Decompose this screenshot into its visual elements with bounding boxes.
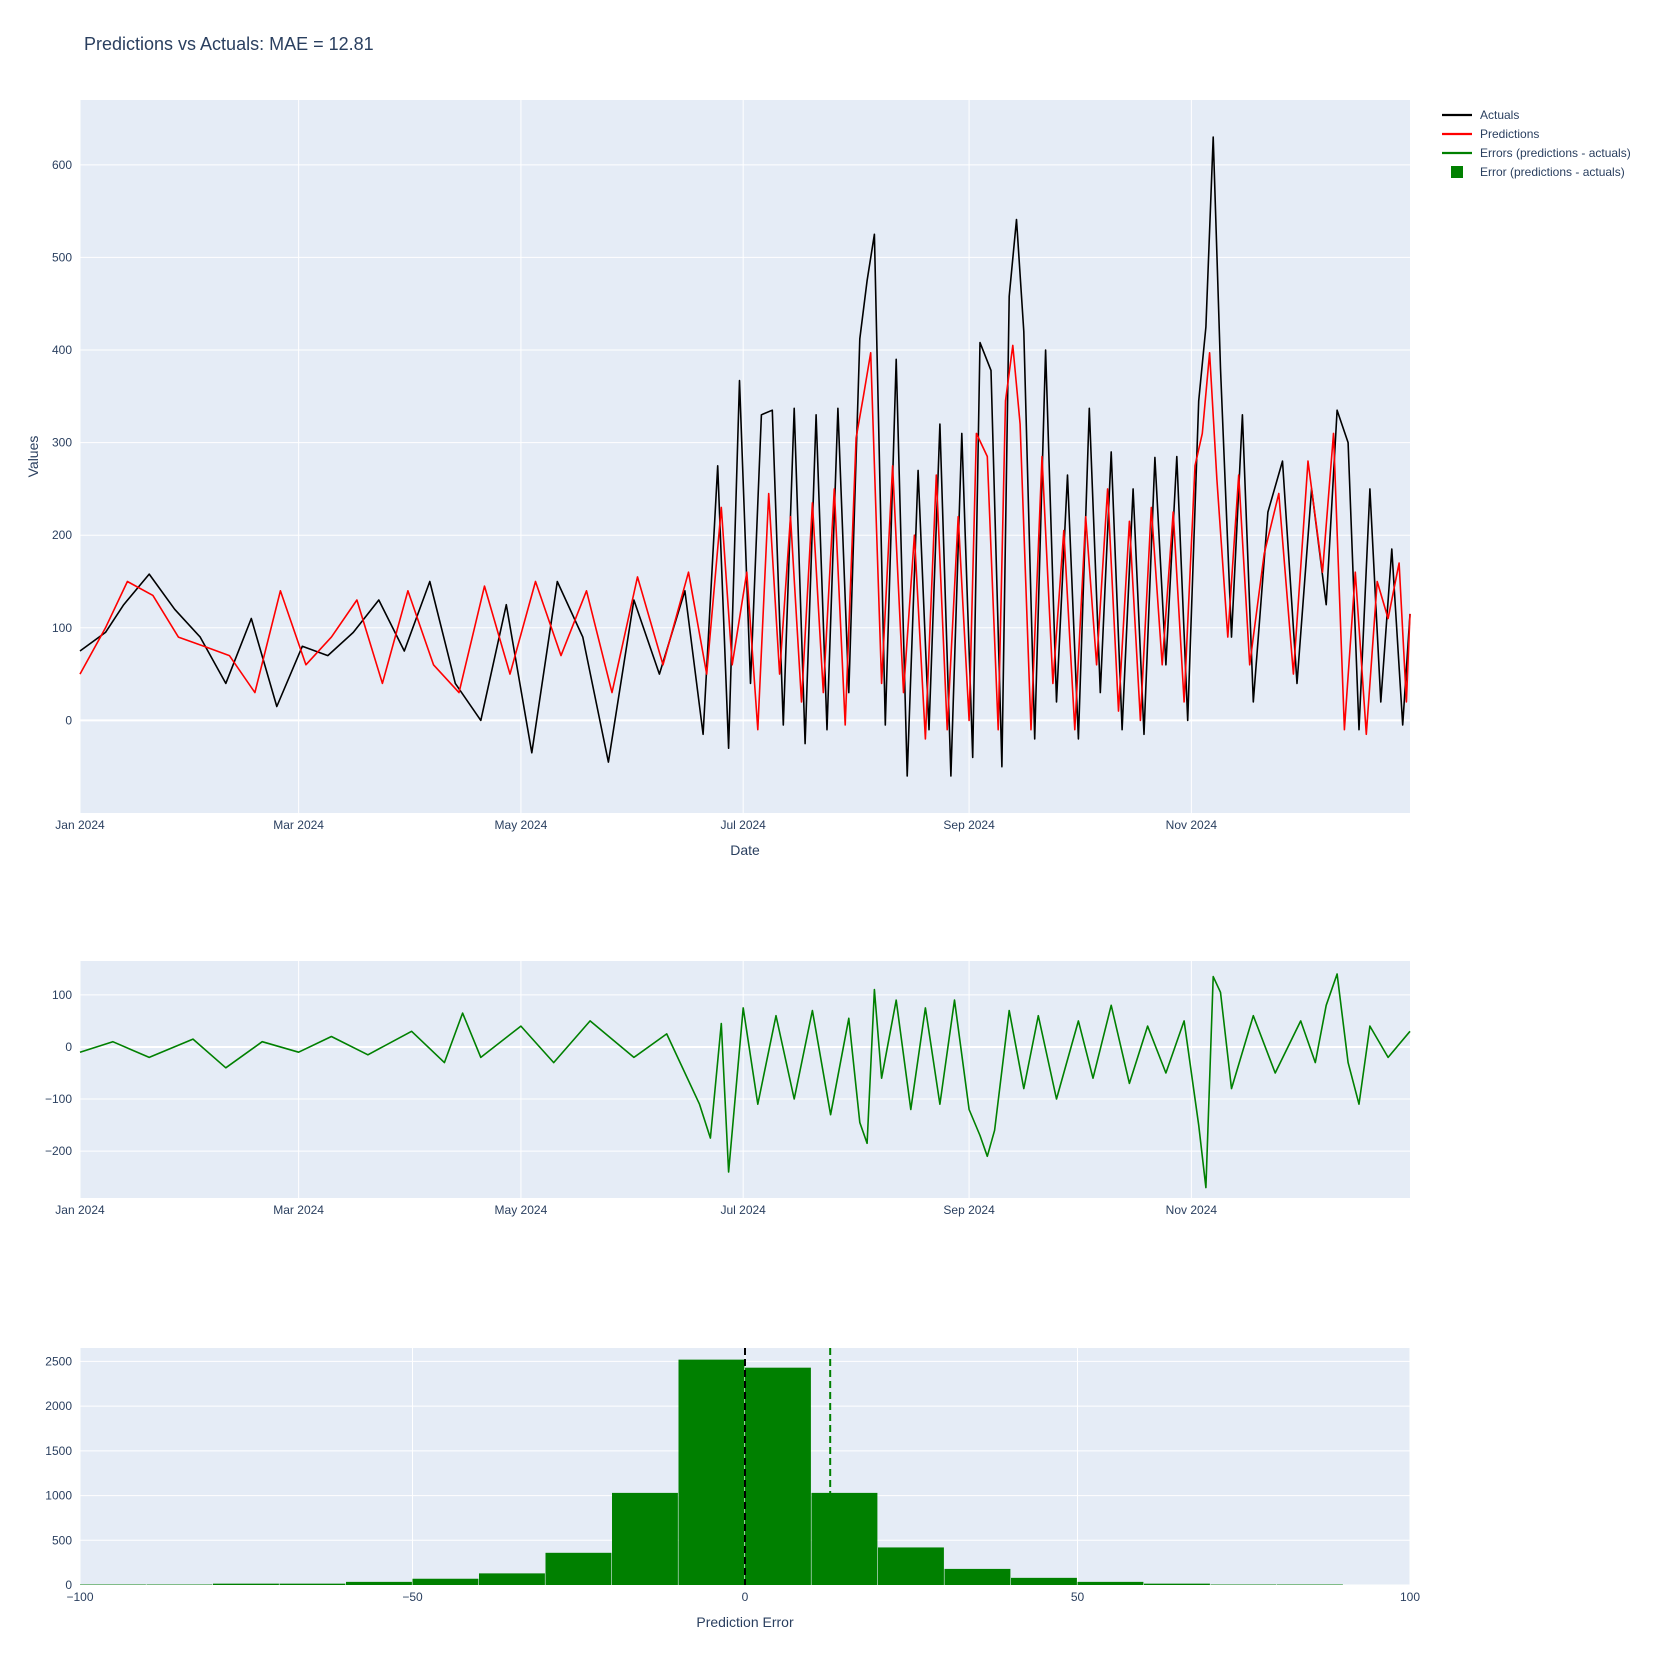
legend-label: Errors (predictions - actuals)	[1480, 146, 1631, 160]
histogram-bar	[878, 1547, 944, 1585]
histogram-bar	[944, 1568, 1011, 1585]
x-tick-label: Jul 2024	[720, 1203, 766, 1217]
histogram-bar	[612, 1492, 678, 1585]
histogram-bar	[412, 1578, 479, 1585]
legend-label: Actuals	[1480, 108, 1519, 122]
histogram-bar	[678, 1359, 745, 1585]
y-tick-label: 2500	[45, 1354, 72, 1368]
histogram-bar	[1077, 1581, 1144, 1585]
legend-label: Predictions	[1480, 127, 1539, 141]
x-tick-label: Nov 2024	[1166, 1203, 1218, 1217]
plot-background	[80, 961, 1410, 1198]
y-tick-label: 500	[52, 250, 72, 264]
histogram-bar	[213, 1583, 279, 1585]
y-tick-label: 0	[65, 713, 72, 727]
legend: Actuals Predictions Errors (predictions - …	[1442, 108, 1631, 179]
y-tick-label: 1000	[45, 1489, 72, 1503]
series-line-errors-predictions-actuals	[79, 973, 1411, 1189]
x-tick-label: Mar 2024	[273, 818, 324, 832]
y-tick-label: 1500	[45, 1444, 72, 1458]
legend-item: Actuals	[1442, 108, 1519, 122]
chart-title: Predictions vs Actuals: MAE = 12.81	[84, 34, 374, 54]
histogram-bar	[745, 1367, 811, 1585]
x-tick-label: Nov 2024	[1166, 818, 1218, 832]
x-tick-label: Jan 2024	[55, 818, 105, 832]
y-tick-label: 100	[52, 988, 72, 1002]
y-tick-label: 500	[52, 1533, 72, 1547]
y-tick-label: −100	[45, 1092, 72, 1106]
errors-panel: Jan 2024 Mar 2024 May 2024 Jul 2024 Sep 2024…	[45, 961, 1411, 1217]
legend-item: Predictions	[1442, 127, 1539, 141]
x-tick-label: Sep 2024	[943, 1203, 995, 1217]
y-tick-label: 100	[52, 621, 72, 635]
histogram-bar	[811, 1492, 878, 1585]
histogram-bar	[1011, 1577, 1077, 1585]
legend-item: Errors (predictions - actuals)	[1442, 146, 1631, 160]
x-tick-label: Mar 2024	[273, 1203, 324, 1217]
x-tick-label: Jan 2024	[55, 1203, 105, 1217]
x-axis-title: Prediction Error	[696, 1614, 794, 1630]
x-tick-label: Jul 2024	[720, 818, 766, 832]
x-axis-title: Date	[730, 842, 760, 858]
legend-square-swatch	[1451, 166, 1463, 178]
legend-item: Error (predictions - actuals)	[1451, 165, 1625, 179]
y-tick-label: 300	[52, 436, 72, 450]
histogram-bar	[279, 1583, 346, 1585]
x-tick-label: May 2024	[495, 818, 548, 832]
x-tick-label: −50	[402, 1590, 423, 1604]
series-line-predictions	[79, 344, 1411, 740]
histogram-bar	[545, 1552, 612, 1585]
y-tick-label: 2000	[45, 1399, 72, 1413]
x-tick-label: −100	[66, 1590, 93, 1604]
histogram-bar	[1144, 1583, 1210, 1585]
y-tick-label: 600	[52, 158, 72, 172]
values-panel: Jan 2024 Mar 2024 May 2024 Jul 2024 Sep 2024…	[25, 100, 1411, 858]
y-tick-label: 0	[65, 1578, 72, 1592]
x-tick-label: May 2024	[495, 1203, 548, 1217]
y-tick-label: 200	[52, 528, 72, 542]
legend-label: Error (predictions - actuals)	[1480, 165, 1625, 179]
histogram-bar	[479, 1573, 545, 1585]
x-tick-label: 50	[1071, 1590, 1085, 1604]
y-axis-title: Values	[25, 436, 41, 478]
y-tick-label: −200	[45, 1144, 72, 1158]
y-tick-label: 400	[52, 343, 72, 357]
y-tick-label: 0	[65, 1040, 72, 1054]
x-tick-label: Sep 2024	[943, 818, 995, 832]
histogram-bar	[346, 1581, 412, 1585]
histogram-panel: 0 500 1000 1500 2000 2500 −100 −50 0 50 100 Predict…	[45, 1348, 1420, 1630]
x-tick-label: 100	[1400, 1590, 1420, 1604]
x-tick-label: 0	[742, 1590, 749, 1604]
